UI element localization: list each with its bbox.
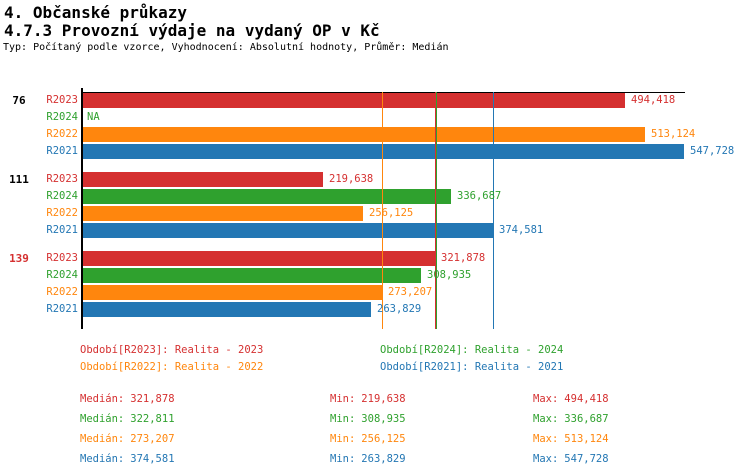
bar-value-label: 494,418 bbox=[631, 94, 676, 106]
stat-min-r2023: Min: 219,638 bbox=[330, 393, 406, 406]
chart-subtitle: Typ: Počítaný podle vzorce, Vyhodnocení:… bbox=[3, 42, 449, 53]
bar-chart-plot: 76 R2023 494,418 R2024 NA R2022 513,124 R2021 54… bbox=[9, 88, 735, 329]
bar bbox=[83, 285, 382, 300]
stat-label: Min: bbox=[330, 453, 356, 465]
stat-value: 263,829 bbox=[361, 453, 406, 465]
stat-label: Max: bbox=[533, 413, 559, 425]
median-line-r2023 bbox=[435, 92, 436, 329]
bar-row-label: R2023 bbox=[46, 173, 78, 185]
group-label: 111 bbox=[9, 173, 29, 186]
bar-value-label: 256,125 bbox=[369, 207, 414, 219]
bar-value-label: 321,878 bbox=[441, 252, 486, 264]
bar-row-label: R2022 bbox=[46, 286, 78, 298]
stat-label: Medián: bbox=[80, 413, 125, 425]
stat-value: 219,638 bbox=[361, 393, 406, 405]
stat-min-r2022: Min: 256,125 bbox=[330, 433, 406, 446]
chart-title: 4.7.3 Provozní výdaje na vydaný OP v Kč bbox=[4, 21, 380, 40]
stat-min-r2021: Min: 263,829 bbox=[330, 453, 406, 466]
bar bbox=[83, 206, 363, 221]
bar-row-label: R2024 bbox=[46, 269, 78, 281]
legend-item-r2024: Období[R2024]: Realita - 2024 bbox=[380, 344, 564, 356]
y-axis-line bbox=[81, 88, 83, 329]
stat-max-r2022: Max: 513,124 bbox=[533, 433, 609, 446]
stat-value: 494,418 bbox=[564, 393, 609, 405]
stat-median-r2023: Medián: 321,878 bbox=[80, 393, 175, 406]
stat-label: Max: bbox=[533, 433, 559, 445]
bar bbox=[83, 268, 421, 283]
stat-value: 513,124 bbox=[564, 433, 609, 445]
median-line-r2024 bbox=[436, 92, 437, 329]
stat-min-r2024: Min: 308,935 bbox=[330, 413, 406, 426]
bar-row-label: R2022 bbox=[46, 207, 78, 219]
legend-item-r2023: Období[R2023]: Realita - 2023 bbox=[80, 344, 264, 356]
stat-median-r2022: Medián: 273,207 bbox=[80, 433, 175, 446]
group-label: 139 bbox=[9, 252, 29, 265]
group-label: 76 bbox=[12, 94, 26, 107]
median-line-r2022 bbox=[382, 92, 383, 329]
stat-max-r2023: Max: 494,418 bbox=[533, 393, 609, 406]
report-section-title: 4. Občanské průkazy bbox=[4, 3, 188, 22]
stat-label: Min: bbox=[330, 393, 356, 405]
bar bbox=[83, 172, 323, 187]
stat-value: 547,728 bbox=[564, 453, 609, 465]
stat-label: Max: bbox=[533, 393, 559, 405]
bar-value-label: 219,638 bbox=[329, 173, 374, 185]
bar-value-label: 273,207 bbox=[388, 286, 433, 298]
bar-value-label: 513,124 bbox=[651, 128, 696, 140]
stat-label: Medián: bbox=[80, 393, 125, 405]
stat-value: 321,878 bbox=[130, 393, 175, 405]
legend-item-r2022: Období[R2022]: Realita - 2022 bbox=[80, 361, 264, 373]
bar-row-label: R2024 bbox=[46, 190, 78, 202]
stat-label: Medián: bbox=[80, 453, 125, 465]
bar-row-label: R2022 bbox=[46, 128, 78, 140]
bar bbox=[83, 251, 435, 266]
bar-na-label: NA bbox=[87, 111, 100, 123]
x-axis-line bbox=[81, 92, 685, 93]
stat-max-r2021: Max: 547,728 bbox=[533, 453, 609, 466]
bar bbox=[83, 144, 684, 159]
bar-row-label: R2021 bbox=[46, 145, 78, 157]
stat-value: 322,811 bbox=[130, 413, 175, 425]
stat-label: Min: bbox=[330, 433, 356, 445]
median-line-r2021 bbox=[493, 92, 494, 329]
stat-value: 273,207 bbox=[130, 433, 175, 445]
bar-row-label: R2021 bbox=[46, 303, 78, 315]
stat-value: 374,581 bbox=[130, 453, 175, 465]
stat-label: Min: bbox=[330, 413, 356, 425]
stat-median-r2024: Medián: 322,811 bbox=[80, 413, 175, 426]
bar bbox=[83, 93, 625, 108]
stat-value: 336,687 bbox=[564, 413, 609, 425]
stat-value: 256,125 bbox=[361, 433, 406, 445]
stat-label: Max: bbox=[533, 453, 559, 465]
stat-max-r2024: Max: 336,687 bbox=[533, 413, 609, 426]
bar-value-label: 336,687 bbox=[457, 190, 502, 202]
bar-value-label: 263,829 bbox=[377, 303, 422, 315]
stat-median-r2021: Medián: 374,581 bbox=[80, 453, 175, 466]
bar bbox=[83, 189, 451, 204]
bar-row-label: R2023 bbox=[46, 94, 78, 106]
bar bbox=[83, 127, 645, 142]
stat-label: Medián: bbox=[80, 433, 125, 445]
stat-value: 308,935 bbox=[361, 413, 406, 425]
bar-value-label: 308,935 bbox=[427, 269, 472, 281]
bar-row-label: R2023 bbox=[46, 252, 78, 264]
bar bbox=[83, 302, 371, 317]
bar-row-label: R2024 bbox=[46, 111, 78, 123]
bar bbox=[83, 223, 493, 238]
bar-value-label: 547,728 bbox=[690, 145, 735, 157]
bar-value-label: 374,581 bbox=[499, 224, 544, 236]
bar-row-label: R2021 bbox=[46, 224, 78, 236]
legend-item-r2021: Období[R2021]: Realita - 2021 bbox=[380, 361, 564, 373]
